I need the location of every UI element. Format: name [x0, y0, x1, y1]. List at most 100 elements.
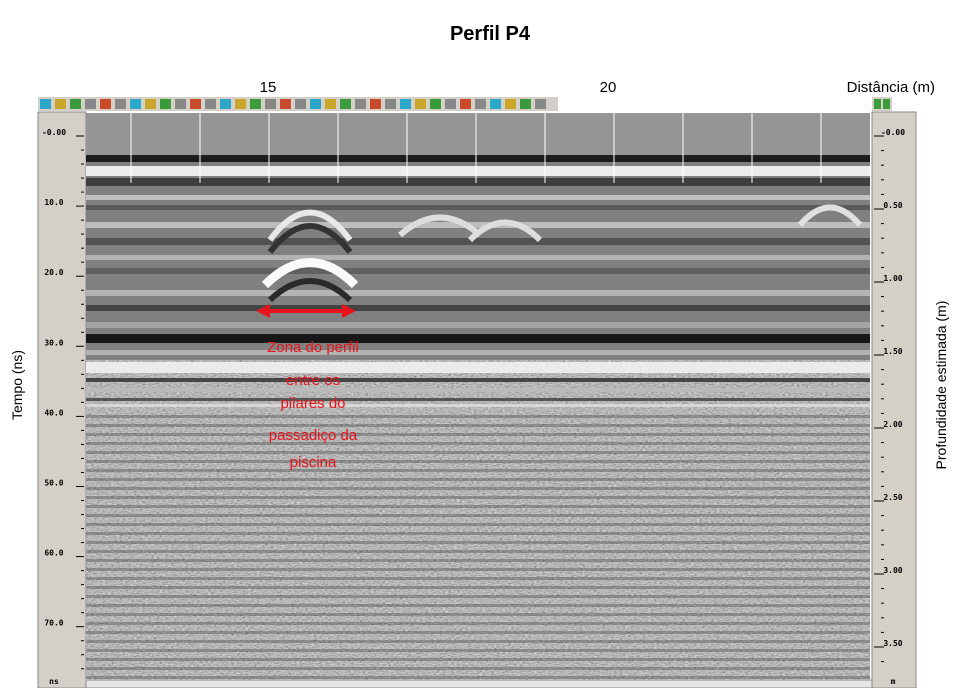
y-tick-label: 1.50 — [883, 347, 902, 356]
reflection-band — [86, 487, 870, 490]
toolbar-button[interactable] — [475, 99, 486, 109]
title: Perfil P4 — [450, 23, 531, 45]
y-tick-label: 3.50 — [883, 639, 902, 648]
y-tick-label: 2.50 — [883, 493, 902, 502]
toolbar-button[interactable] — [250, 99, 261, 109]
toolbar-button[interactable] — [370, 99, 381, 109]
reflection-band — [86, 631, 870, 634]
toolbar-button[interactable] — [85, 99, 96, 109]
reflection-band — [86, 268, 870, 274]
y-tick-label: 2.00 — [883, 420, 902, 429]
reflection-band — [86, 532, 870, 535]
reflection-band — [86, 505, 870, 508]
y-axis-label: Tempo (ns) — [9, 350, 25, 420]
y2-axis-label: Profundidade estimada (m) — [933, 301, 949, 470]
radargram — [86, 113, 870, 680]
toolbar-button[interactable] — [355, 99, 366, 109]
toolbar-button[interactable] — [190, 99, 201, 109]
right-axis-panel — [871, 111, 917, 688]
reflection-band — [86, 255, 870, 260]
toolbar-button[interactable] — [325, 99, 336, 109]
toolbar-button[interactable] — [160, 99, 171, 109]
x-axis-label: Distância (m) — [847, 79, 935, 96]
toolbar-button[interactable] — [535, 99, 546, 109]
toolbar-button[interactable] — [310, 99, 321, 109]
toolbar-button[interactable] — [175, 99, 186, 109]
toolbar-button[interactable] — [40, 99, 51, 109]
toolbar-button[interactable] — [400, 99, 411, 109]
toolbar-button[interactable] — [280, 99, 291, 109]
y-tick-label: 0.50 — [883, 201, 902, 210]
toolbar-button[interactable] — [415, 99, 426, 109]
reflection-band — [86, 478, 870, 481]
reflection-band — [86, 613, 870, 616]
x-tick-label: 20 — [600, 79, 617, 96]
toolbar-button[interactable] — [265, 99, 276, 109]
reflection-band — [86, 622, 870, 625]
toolbar-button[interactable] — [460, 99, 471, 109]
reflection-band — [86, 559, 870, 562]
reflection-band — [86, 541, 870, 544]
y-tick-label: 30.0 — [44, 338, 63, 347]
reflection-band — [86, 442, 870, 445]
scrollbar[interactable] — [85, 679, 873, 688]
y-tick-label: -0.00 — [881, 128, 905, 137]
toolbar-button[interactable] — [490, 99, 501, 109]
reflection-band — [86, 388, 870, 392]
reflection-band — [86, 586, 870, 589]
toolbar-button[interactable] — [235, 99, 246, 109]
toolbar-button[interactable] — [430, 99, 441, 109]
y-tick-label: 1.00 — [883, 274, 902, 283]
toolbar-button[interactable] — [505, 99, 516, 109]
reflection-band — [86, 222, 870, 228]
annotation-text: entre os — [286, 372, 340, 389]
reflection-band — [86, 550, 870, 553]
reflection-band — [86, 469, 870, 472]
toolbar-button[interactable] — [100, 99, 111, 109]
y-tick-label: 40.0 — [44, 408, 63, 417]
reflection-band — [86, 322, 870, 328]
reflection-band — [86, 238, 870, 245]
axis-unit: m — [891, 677, 896, 686]
reflection-band — [86, 350, 870, 355]
toolbar-button[interactable] — [295, 99, 306, 109]
toolbar-button[interactable] — [115, 99, 126, 109]
toolbar-button[interactable] — [445, 99, 456, 109]
toolbar-button[interactable] — [220, 99, 231, 109]
toolbar-button[interactable] — [340, 99, 351, 109]
annotation-text: passadiço da — [269, 427, 358, 444]
toolbar-button[interactable] — [145, 99, 156, 109]
y-tick-label: 60.0 — [44, 549, 63, 558]
toolbar-button[interactable] — [520, 99, 531, 109]
reflection-band — [86, 460, 870, 463]
reflection-band — [86, 113, 870, 158]
reflection-band — [86, 568, 870, 571]
reflection-band — [86, 305, 870, 311]
toolbar-button[interactable] — [205, 99, 216, 109]
y-tick-label: -0.00 — [42, 128, 66, 137]
reflection-band — [86, 166, 870, 176]
toolbar-button[interactable] — [55, 99, 66, 109]
reflection-band — [86, 404, 870, 407]
reflection-band — [86, 433, 870, 436]
reflection-band — [86, 451, 870, 454]
toolbar-button[interactable] — [874, 99, 881, 109]
reflection-band — [86, 378, 870, 382]
toolbar-button[interactable] — [70, 99, 81, 109]
annotation-text: Zona do perfil — [267, 339, 359, 356]
reflection-band — [86, 415, 870, 418]
axis-unit: ns — [49, 677, 59, 686]
toolbar-button[interactable] — [883, 99, 890, 109]
toolbar-button[interactable] — [130, 99, 141, 109]
reflection-band — [86, 195, 870, 200]
toolbar-button[interactable] — [385, 99, 396, 109]
reflection-band — [86, 649, 870, 652]
reflection-band — [86, 604, 870, 607]
reflection-band — [86, 362, 870, 373]
y-tick-label: 10.0 — [44, 198, 63, 207]
reflection-band — [86, 676, 870, 679]
reflection-band — [86, 178, 870, 186]
reflection-band — [86, 658, 870, 661]
